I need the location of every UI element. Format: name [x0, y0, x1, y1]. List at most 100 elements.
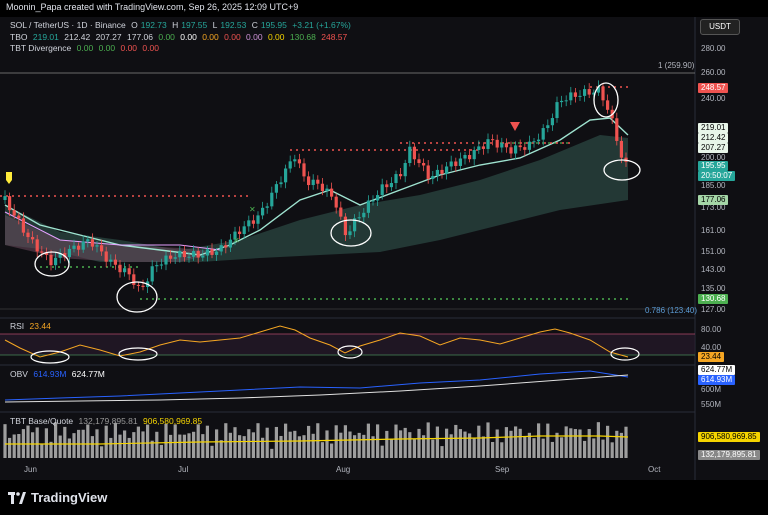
price-axis-label: 127.00 [701, 305, 726, 314]
obv-axis-label: 600M [701, 385, 722, 394]
tbo-value: 0.00 [224, 32, 241, 42]
change-value: +3.21 (+1.67%) [292, 20, 351, 30]
tbo-price-tag: 219.01 [698, 123, 729, 133]
volume-tag: 906,580,969.85 [698, 432, 760, 442]
high-label: H [172, 20, 179, 30]
rsi-annotation-circle [30, 350, 70, 364]
tbt-volume-label: TBT Base/Quote [10, 416, 74, 426]
support-price-tag: 130.68 [698, 294, 729, 304]
sell-triangle-marker [510, 122, 520, 131]
tbo-value: 212.42 [64, 32, 91, 42]
tbt-value: 0.00 [142, 43, 159, 53]
tbt-volume-value: 132,179,895.81 [78, 416, 138, 426]
time-axis-label: Oct [648, 465, 661, 474]
tradingview-logo[interactable]: TradingView [8, 490, 107, 505]
candlestick-series [3, 80, 628, 294]
annotation-circle [603, 159, 641, 181]
rsi-axis-label: 80.00 [701, 325, 722, 334]
time-axis-label: Jul [178, 465, 189, 474]
created-with-text: Moonin_Papa created with TradingView.com… [6, 2, 299, 12]
price-axis-label: 151.00 [701, 247, 726, 256]
rsi-annotation-circle [337, 345, 363, 359]
time-axis-label: Sep [495, 465, 510, 474]
open-label: O [131, 20, 138, 30]
resistance-price-tag: 248.57 [698, 83, 729, 93]
price-axis-label: 161.00 [701, 226, 726, 235]
obv-axis-label: 550M [701, 400, 722, 409]
currency-button[interactable]: USDT [700, 19, 740, 35]
open-value: 192.73 [140, 20, 167, 30]
time-axis-label: Aug [336, 465, 351, 474]
tbo-label: TBO [10, 32, 28, 42]
tbo-value: 0.00 [158, 32, 175, 42]
rsi-annotation-circle [610, 347, 640, 361]
rsi-line [4, 325, 629, 358]
price-axis-label: 143.00 [701, 265, 726, 274]
cloud-band-upper [5, 135, 628, 262]
annotation-circle [34, 251, 70, 277]
tradingview-logo-icon [8, 491, 26, 504]
tbt-value: 0.00 [120, 43, 138, 53]
volume-bars [3, 422, 628, 458]
rsi-band [0, 334, 695, 355]
fib-top-label: 1 (259.90) [658, 61, 695, 70]
cross-marker: ✕ [249, 205, 256, 214]
close-value: 195.95 [260, 20, 287, 30]
obv-legend: OBV 614.93M 624.77M [10, 369, 108, 379]
tbo-value: 219.01 [32, 32, 59, 42]
tbo-value: 0.00 [180, 32, 197, 42]
tbt-volume-value: 906,580,969.85 [143, 416, 203, 426]
tbo-value: 130.68 [289, 32, 316, 42]
volume-tag: 132,179,895.81 [698, 450, 760, 460]
support-price-tag: 177.06 [698, 195, 729, 205]
obv-line [4, 370, 629, 401]
obv-value: 614.93M [33, 369, 67, 379]
time-axis-label: Jun [24, 465, 37, 474]
tbt-legend: TBT Divergence 0.00 0.00 0.00 0.00 [10, 43, 162, 53]
price-axis-label: 260.00 [701, 68, 726, 77]
rsi-value: 23.44 [29, 321, 51, 331]
price-axis-label: 185.00 [701, 181, 726, 190]
cross-marker-2: ✕ [233, 236, 240, 245]
tbo-value: 248.57 [321, 32, 348, 42]
obv-value: 624.77M [71, 369, 105, 379]
annotation-circle [330, 219, 372, 247]
price-axis-label: 173.00 [701, 203, 726, 212]
high-value: 197.55 [181, 20, 208, 30]
obv-tag: 614.93M [698, 375, 736, 385]
obv-ma-line [4, 374, 629, 403]
obv-tag: 624.77M [698, 365, 736, 375]
tbt-volume-legend: TBT Base/Quote 132,179,895.81 906,580,96… [10, 416, 205, 426]
rsi-legend: RSI 23.44 [10, 321, 54, 331]
price-axis-label: 200.00 [701, 153, 726, 162]
tbo-value: 207.27 [95, 32, 122, 42]
rsi-tag: 23.44 [698, 352, 725, 362]
bull-flag-marker [6, 172, 12, 184]
countdown-tag: 20:50:07 [698, 171, 736, 181]
price-axis-label: 135.00 [701, 284, 726, 293]
last-price-tag: 195.95 [698, 161, 729, 171]
volume-ma-line [5, 435, 629, 445]
top-bar: Moonin_Papa created with TradingView.com… [0, 0, 768, 17]
tbo-price-tag: 207.27 [698, 143, 729, 153]
rsi-label: RSI [10, 321, 25, 331]
brand-name: TradingView [31, 490, 108, 505]
tbt-value: 0.00 [98, 43, 116, 53]
tbt-value: 0.00 [76, 43, 94, 53]
rsi-annotation-circle [118, 347, 158, 361]
tbo-value: 0.00 [267, 32, 285, 42]
tbo-price-tag: 212.42 [698, 133, 729, 143]
rsi-axis-label: 40.00 [701, 343, 722, 352]
annotation-circle [116, 281, 158, 313]
price-axis-label: 240.00 [701, 94, 726, 103]
tbo-value: 0.00 [246, 32, 263, 42]
tbo-value: 0.00 [202, 32, 219, 42]
symbol-name: SOL / TetherUS · 1D · Binance [10, 20, 126, 30]
annotation-circle [593, 82, 619, 118]
fib-bottom-label: 0.786 (123.40) [645, 306, 698, 315]
close-label: C [251, 20, 258, 30]
low-value: 192.53 [220, 20, 247, 30]
